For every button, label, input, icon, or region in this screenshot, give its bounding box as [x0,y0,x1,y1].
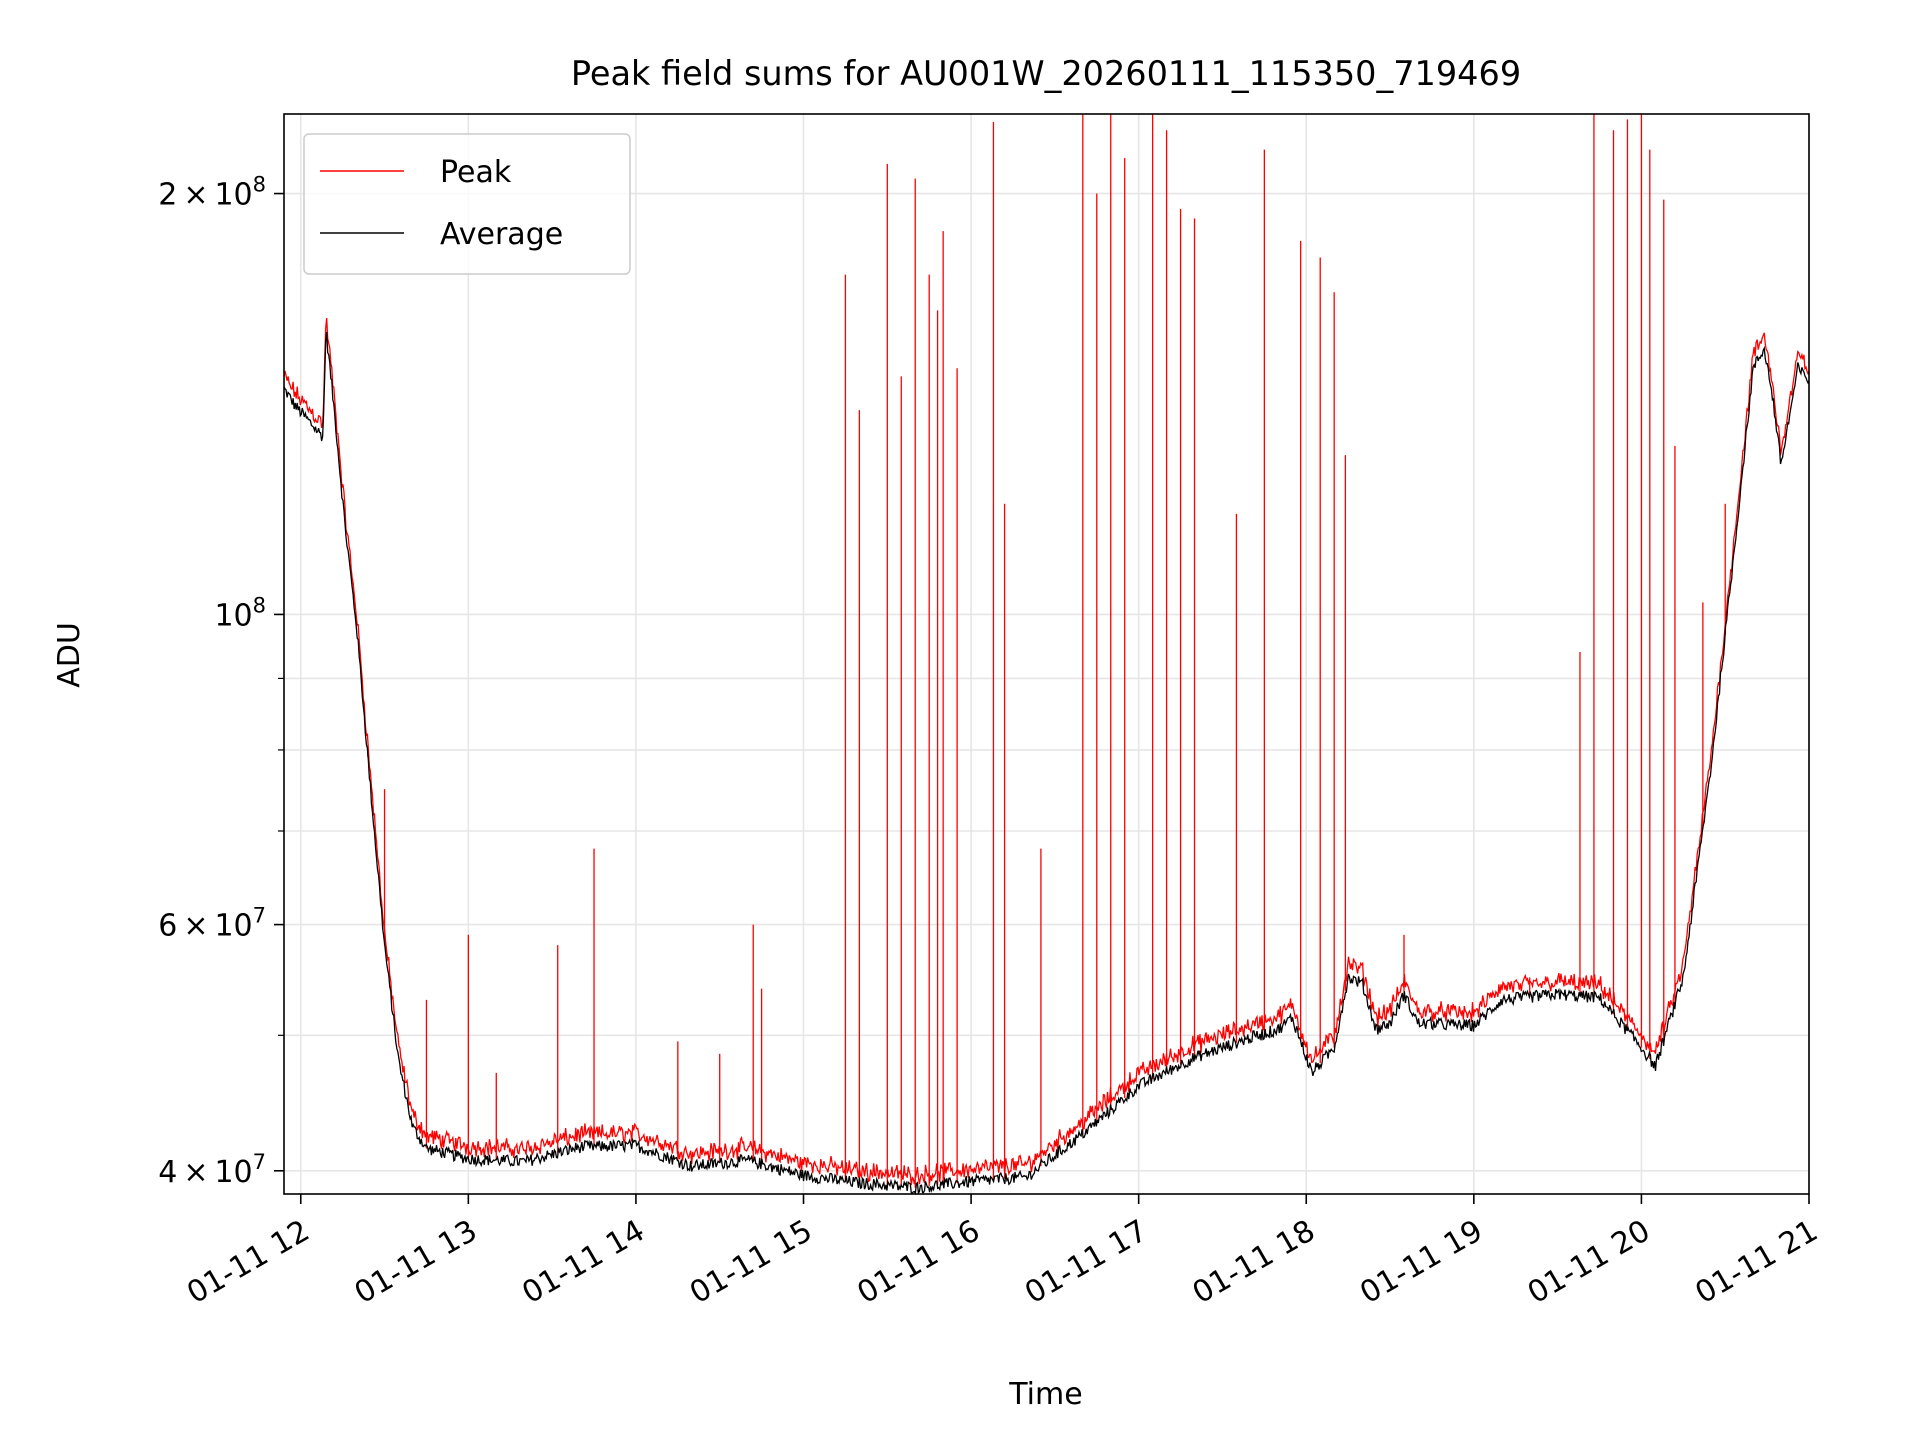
y-tick-base: 10 [214,598,252,633]
y-tick-exponent: 8 [253,593,266,617]
y-tick-label: 4 × 107 [158,1150,266,1190]
y-tick-label: 6 × 107 [158,904,266,944]
y-tick-mantissa: 2 [158,178,177,213]
peak-series [283,114,1810,1188]
average-series [283,331,1810,1196]
y-tick-mantissa: 4 [158,1155,177,1190]
y-axis-label: ADU [52,622,87,688]
average-line [283,331,1810,1196]
chart-title: Peak field sums for AU001W_20260111_1153… [571,54,1521,93]
y-tick-label: 2 × 108 [158,173,266,213]
legend: Peak Average [303,133,631,275]
y-tick-times: × 10 [177,909,252,944]
x-axis-label: Time [1008,1377,1082,1412]
legend-average-label: Average [440,217,563,252]
peak-line [283,318,1810,1186]
legend-box [303,133,631,275]
y-tick-exponent: 8 [253,173,266,197]
y-tick-exponent: 7 [253,904,266,928]
axes-frame [283,113,1810,1195]
legend-peak-label: Peak [440,155,512,190]
y-tick-label: 108 [214,593,266,633]
y-tick-times: × 10 [177,1155,252,1190]
y-tick-mantissa: 6 [158,909,177,944]
y-tick-times: × 10 [177,178,252,213]
y-tick-exponent: 7 [253,1150,266,1174]
